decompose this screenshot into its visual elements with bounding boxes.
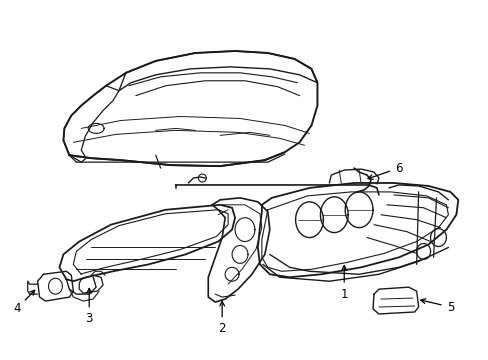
Text: 3: 3: [85, 288, 93, 325]
Text: 5: 5: [420, 299, 453, 314]
Text: 2: 2: [218, 301, 225, 336]
Text: 1: 1: [340, 266, 347, 301]
Text: 4: 4: [13, 290, 35, 315]
Text: 6: 6: [367, 162, 402, 179]
